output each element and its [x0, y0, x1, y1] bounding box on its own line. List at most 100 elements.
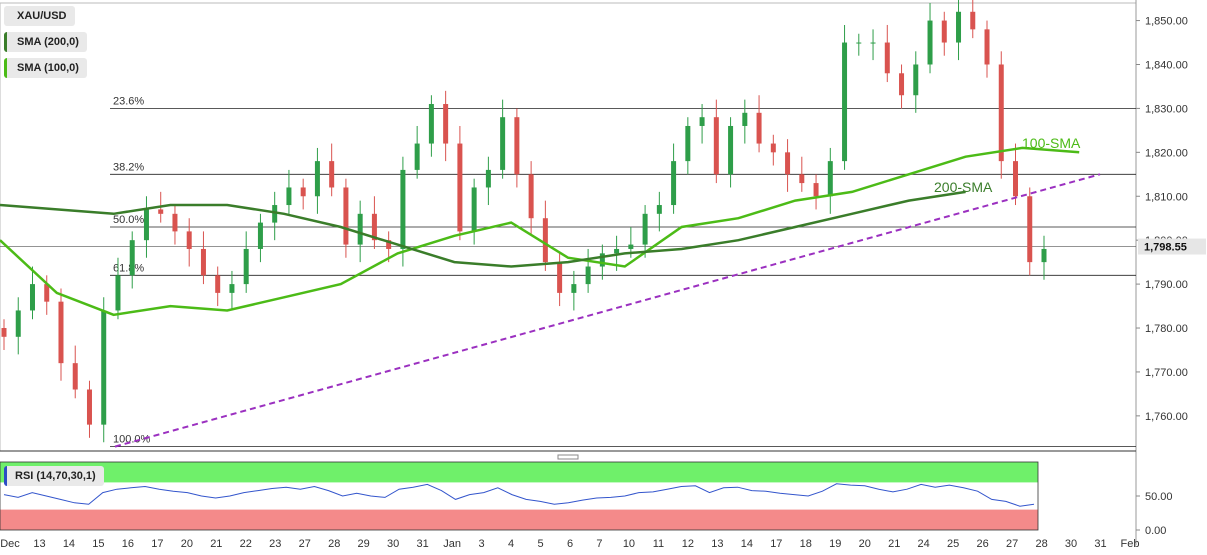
symbol-label: XAU/USD	[17, 10, 67, 22]
sma100-label: SMA (100,0)	[17, 62, 79, 74]
time-tick-label: 31	[417, 538, 429, 550]
time-tick-label: 25	[947, 538, 959, 550]
rsi-overbought-zone	[0, 462, 1038, 483]
candle-body	[884, 42, 890, 74]
candle-body	[956, 11, 962, 43]
price-tick-label: 1,830.00	[1145, 103, 1188, 115]
candle-body	[172, 213, 178, 232]
candle-body	[86, 389, 92, 425]
candle-body	[400, 169, 406, 249]
time-tick-label: 27	[299, 538, 311, 550]
price-tick-label: 1,810.00	[1145, 191, 1188, 203]
rsi-legend[interactable]: RSI (14,70,30,1)	[4, 466, 104, 486]
time-tick-label: 16	[122, 538, 134, 550]
candle-body	[1041, 248, 1047, 263]
fib-level-label: 38.2%	[113, 161, 144, 173]
candle-body	[585, 266, 591, 285]
candle-body	[685, 125, 691, 162]
labels: 100-SMA 200-SMA 1,798.55	[934, 135, 1206, 255]
time-tick-label: Jan	[443, 538, 461, 550]
candle-body	[44, 284, 50, 302]
candle-body	[15, 310, 21, 337]
time-tick-label: 30	[1065, 538, 1077, 550]
fib-level-label: 23.6%	[113, 95, 144, 107]
candle-body	[671, 161, 677, 206]
candle-body	[272, 205, 278, 223]
candle-body	[329, 161, 335, 188]
candle-body	[215, 275, 221, 293]
sma200-legend[interactable]: SMA (200,0)	[4, 32, 87, 52]
candle-body	[129, 240, 135, 276]
symbol-legend[interactable]: XAU/USD	[4, 6, 75, 26]
candle-body	[29, 284, 35, 311]
candle-body	[186, 231, 192, 249]
time-tick-label: 17	[770, 538, 782, 550]
candle-body	[827, 161, 833, 197]
candle-body	[72, 363, 78, 390]
time-axis: Dec 13 14 15 16 17 20 21 22 23 27 28 29 30 31 Jan 3 4 5 6 7 1…	[0, 538, 1139, 550]
candle-body	[386, 240, 392, 249]
time-tick-label: 29	[358, 538, 370, 550]
rsi-line	[3, 483, 1035, 507]
time-tick-label: 21	[888, 538, 900, 550]
candle-body	[243, 248, 249, 285]
time-tick-label: 19	[829, 538, 841, 550]
price-tick-label: 1,840.00	[1145, 59, 1188, 71]
time-tick-label: 31	[1094, 538, 1106, 550]
time-tick-label: 11	[653, 538, 664, 550]
price-tick-label: 1,790.00	[1145, 279, 1188, 291]
candle-body	[200, 248, 206, 276]
candle-body	[1013, 161, 1019, 197]
candle-body	[927, 20, 933, 65]
candle-body	[770, 143, 776, 153]
time-tick-label: 30	[387, 538, 399, 550]
time-tick-label: 4	[508, 538, 514, 550]
price-tick-label: 1,770.00	[1145, 367, 1188, 379]
candle-body	[913, 64, 919, 96]
candle-body	[899, 73, 905, 96]
rsi-tick-label: 0.00	[1145, 525, 1166, 537]
sma100-annotation: 100-SMA	[1022, 135, 1081, 151]
time-tick-label: 15	[92, 538, 104, 550]
time-tick-label: 28	[1035, 538, 1047, 550]
candle-body	[457, 143, 463, 232]
time-tick-label: 6	[567, 538, 573, 550]
candle-body	[414, 143, 420, 170]
candle-body	[799, 174, 805, 184]
candle-body	[1027, 196, 1033, 263]
candle-body	[158, 209, 164, 214]
time-tick-label: 18	[800, 538, 812, 550]
fib-level-label: 100.0%	[113, 434, 151, 446]
candle-body	[870, 42, 876, 44]
candles	[1, 0, 1047, 443]
candle-body	[428, 104, 434, 144]
time-tick-label: 14	[741, 538, 753, 550]
time-tick-label: 23	[269, 538, 281, 550]
time-tick-label: 22	[240, 538, 252, 550]
sma-lines	[0, 146, 1080, 317]
candle-body	[257, 222, 263, 249]
candle-body	[514, 117, 520, 175]
time-tick-label: Dec	[0, 538, 20, 550]
candle-body	[599, 253, 605, 267]
candle-body	[984, 29, 990, 65]
price-tick-label: 1,760.00	[1145, 411, 1188, 423]
time-tick-label: 13	[33, 538, 45, 550]
candle-body	[756, 112, 762, 144]
rsi-frame	[0, 461, 1039, 531]
candle-body	[571, 284, 577, 293]
rsi-panel: 50.00 0.00	[0, 461, 1173, 537]
time-tick-label: 14	[63, 538, 75, 550]
time-tick-label: 24	[918, 538, 930, 550]
last-price-tag	[1138, 238, 1206, 255]
candle-body	[614, 248, 620, 254]
time-tick-label: 20	[859, 538, 871, 550]
fib-level-label: 50.0%	[113, 214, 144, 226]
candle-body	[941, 20, 947, 43]
candle-body	[229, 284, 235, 293]
rsi-tick-label: 50.00	[1145, 491, 1173, 503]
sma100-legend[interactable]: SMA (100,0)	[4, 58, 87, 78]
sma200-label: SMA (200,0)	[17, 36, 79, 48]
candle-body	[728, 125, 734, 175]
